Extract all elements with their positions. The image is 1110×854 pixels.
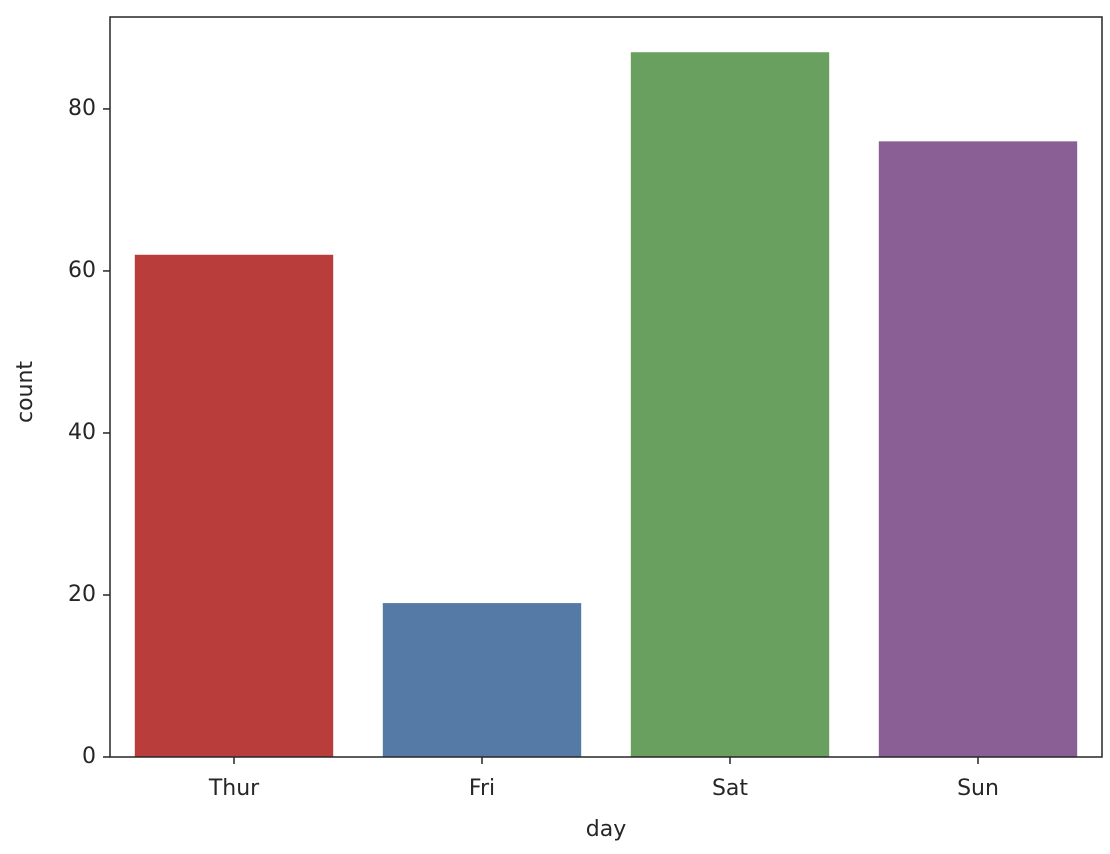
x-tick-label: Fri bbox=[469, 776, 495, 801]
x-tick-label: Sun bbox=[957, 776, 999, 801]
bar bbox=[878, 141, 1078, 757]
bar bbox=[382, 603, 582, 757]
y-tick-label: 20 bbox=[68, 582, 96, 607]
x-axis-label: day bbox=[586, 817, 626, 842]
y-tick-label: 0 bbox=[82, 744, 96, 769]
y-tick-label: 60 bbox=[68, 258, 96, 283]
x-tick-label: Thur bbox=[208, 776, 260, 801]
plot-frame bbox=[109, 16, 1103, 758]
y-tick-label: 40 bbox=[68, 420, 96, 445]
x-tick-label: Sat bbox=[712, 776, 748, 801]
bar bbox=[134, 254, 334, 757]
y-tick-label: 80 bbox=[68, 96, 96, 121]
y-axis-label: count bbox=[13, 361, 38, 423]
bar bbox=[630, 52, 830, 757]
